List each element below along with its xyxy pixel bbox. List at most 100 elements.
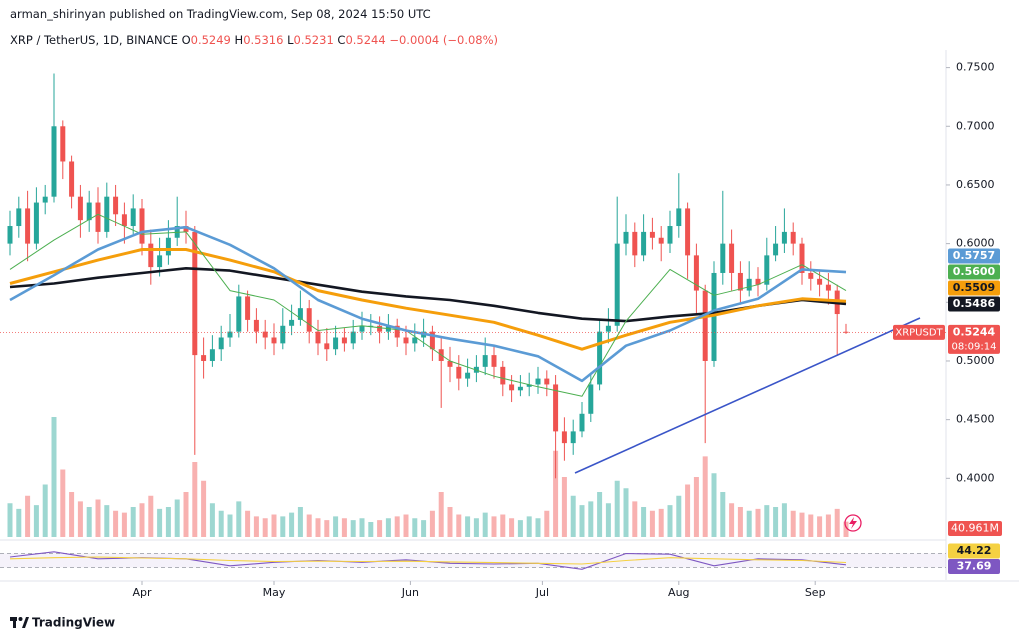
volume-bar (632, 501, 638, 537)
volume-layer (7, 417, 849, 537)
volume-bar (69, 492, 75, 537)
volume-bar (755, 508, 761, 537)
volume-bar (236, 501, 242, 537)
volume-bar (535, 518, 541, 537)
candle-body (297, 308, 303, 320)
open-value: 0.5249 (190, 33, 231, 47)
volume-bar (491, 516, 497, 537)
volume-bar (25, 495, 31, 537)
volume-bar (737, 507, 743, 537)
ohlc-label: H (234, 33, 244, 47)
candle-body (218, 337, 224, 350)
volume-bar (209, 503, 215, 537)
volume-bar (165, 507, 171, 537)
moving-average (9, 213, 847, 397)
candle-body (456, 366, 462, 379)
x-tick-label: Aug (668, 586, 689, 599)
volume-bar (271, 514, 277, 537)
candle-body (130, 208, 136, 227)
volume-bar (729, 503, 735, 537)
candle-body (429, 331, 435, 350)
volume-bar (253, 516, 259, 537)
ma-tag (948, 248, 1000, 264)
candle-body (808, 272, 814, 279)
y-tick-label: 0.4500 (956, 413, 995, 426)
volume-bar (280, 516, 286, 537)
candle-body (227, 331, 233, 338)
volume-bar (421, 520, 427, 537)
volume-bar (597, 492, 603, 537)
symbol-tag (893, 324, 945, 340)
moving-average (9, 248, 847, 351)
volume-bar (808, 514, 814, 537)
volume-bar (773, 507, 779, 537)
volume-bar (394, 516, 400, 537)
alert-icon[interactable] (844, 514, 862, 532)
volume-bar (676, 495, 682, 537)
candle-body (209, 349, 215, 361)
symbol-line: XRP / TetherUS, 1D, BINANCE O0.5249 H0.5… (10, 33, 498, 47)
volume-bar (702, 456, 708, 537)
volume-bar (359, 518, 365, 537)
volume-bar (746, 510, 752, 537)
volume-bar (7, 503, 13, 537)
volume-bar (465, 516, 471, 537)
candle-body (517, 386, 523, 391)
volume-bar (790, 510, 796, 537)
volume-bar (649, 510, 655, 537)
candle-body (544, 378, 550, 385)
candle-body (729, 243, 735, 273)
candle-body (280, 325, 286, 344)
candle-body (632, 231, 638, 256)
volume-bar (385, 518, 391, 537)
volume-bar (623, 488, 629, 537)
high-value: 0.5316 (243, 33, 284, 47)
ma-tag (948, 280, 1000, 296)
y-tick-label: 0.7500 (956, 61, 995, 74)
candle-body (333, 337, 339, 350)
candle-body (394, 325, 400, 338)
volume-bar (245, 510, 251, 537)
candle-body (553, 384, 559, 432)
candle-body (491, 355, 497, 367)
y-tick-label: 0.6000 (956, 237, 995, 250)
rsi-tag (948, 559, 1000, 574)
candle-body (359, 325, 365, 332)
volume-bar (667, 505, 673, 537)
candle-body (658, 237, 664, 244)
volume-bar (289, 512, 295, 537)
volume-bar (157, 508, 163, 537)
candle-body (60, 126, 66, 162)
candle-body (667, 226, 673, 244)
volume-bar (33, 505, 39, 537)
candle-body (377, 325, 383, 332)
candle-body (526, 384, 532, 387)
volume-bar (130, 507, 136, 537)
ma-tag (948, 296, 1000, 312)
candle-body (306, 308, 312, 332)
ma-tag-label: 0.5757 (953, 249, 995, 262)
volume-bar (368, 522, 374, 537)
volume-bar (825, 514, 831, 537)
footer-brand: TradingView (32, 616, 115, 630)
volume-bar (315, 518, 321, 537)
volume-bar (297, 507, 303, 537)
candle-body (623, 231, 629, 244)
volume-bar (350, 520, 356, 537)
symbol-tag-label: XRPUSDT (895, 327, 943, 338)
volume-tag-label: 40.961M (951, 522, 999, 535)
price-tag-label: 0.5244 (953, 325, 996, 338)
volume-bar (720, 492, 726, 537)
candle-body (605, 325, 611, 332)
volume-bar (693, 477, 699, 537)
y-tick-label: 0.7000 (956, 119, 995, 132)
candle-body (465, 372, 471, 379)
volume-bar (579, 505, 585, 537)
candle-body (324, 343, 330, 350)
volume-bar (148, 495, 154, 537)
volume-bar (544, 510, 550, 537)
volume-bar (509, 518, 515, 537)
change-value: −0.0004 (−0.08%) (389, 33, 499, 47)
candle-body (25, 208, 31, 244)
candle-body (69, 161, 75, 197)
